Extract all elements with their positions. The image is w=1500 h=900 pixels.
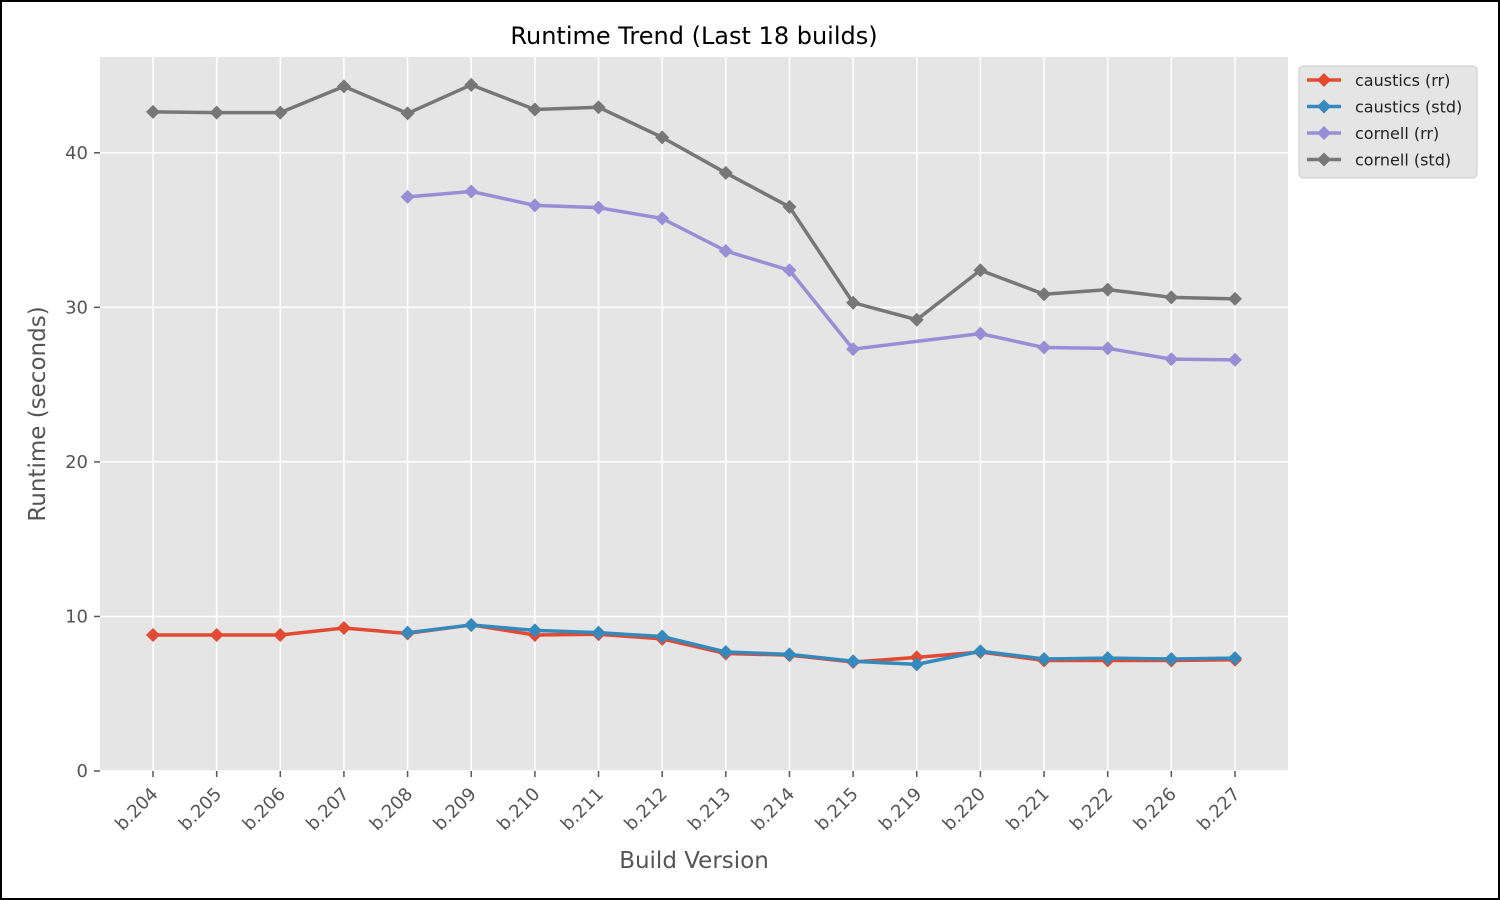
x-axis-label: Build Version: [619, 848, 769, 874]
x-tick-label: b.219: [875, 784, 926, 835]
data-point-cornell-std: [1037, 287, 1052, 302]
data-point-cornell-rr: [718, 243, 733, 258]
data-point-cornell-rr: [655, 211, 670, 226]
data-point-caustics-std: [400, 625, 415, 640]
legend-box: [1298, 65, 1478, 179]
series-line-cornell-std: [152, 83, 1236, 322]
data-point-cornell-std: [273, 105, 288, 120]
data-point-cornell-rr: [1164, 352, 1179, 367]
data-point-caustics-rr: [273, 628, 288, 642]
series-cornell-std: [146, 77, 1242, 327]
data-point-cornell-std: [400, 106, 415, 121]
data-point-cornell-rr: [973, 326, 988, 341]
x-tick-label: b.206: [239, 784, 290, 835]
y-tick-label: 20: [65, 452, 88, 473]
y-tick-label: 10: [65, 606, 88, 627]
data-point-cornell-std: [464, 77, 479, 92]
x-tick-label: b.204: [111, 784, 162, 835]
legend-marker: [1317, 126, 1331, 140]
data-point-caustics-std: [1100, 651, 1115, 666]
y-tick-label: 0: [77, 761, 88, 782]
data-point-cornell-std: [909, 312, 924, 327]
x-tick-label: b.214: [748, 784, 799, 835]
data-point-cornell-std: [209, 105, 224, 120]
data-point-cornell-std: [1100, 282, 1115, 297]
data-point-cornell-std: [655, 130, 670, 145]
legend-entry-cornell-std: cornell (std): [1307, 151, 1451, 170]
data-point-cornell-std: [973, 263, 988, 278]
data-point-caustics-std: [909, 657, 924, 672]
data-point-caustics-std: [527, 623, 542, 638]
legend-entry-caustics-std: caustics (std): [1307, 98, 1462, 117]
data-point-caustics-std: [718, 645, 733, 659]
x-tick-label: b.227: [1193, 784, 1244, 835]
x-tick-label: b.207: [302, 784, 353, 835]
data-point-cornell-rr: [846, 342, 861, 357]
legend-marker: [1317, 73, 1331, 87]
y-axis-label: Runtime (seconds): [25, 306, 51, 521]
legend-label: cornell (std): [1355, 151, 1451, 170]
x-tick-label: b.205: [175, 784, 226, 835]
data-point-caustics-std: [1164, 651, 1179, 666]
x-tick-label: b.221: [1002, 784, 1053, 835]
data-point-cornell-std: [527, 102, 542, 117]
data-point-caustics-std: [973, 644, 988, 659]
data-point-cornell-std: [1164, 290, 1179, 305]
data-point-cornell-rr: [782, 263, 797, 278]
x-tick-label: b.208: [366, 784, 417, 835]
data-point-cornell-std: [846, 295, 861, 310]
data-point-caustics-std: [464, 617, 479, 632]
x-tick-label: b.210: [493, 784, 544, 835]
data-point-cornell-rr: [591, 200, 606, 215]
x-tick-label: b.226: [1130, 784, 1181, 835]
plot-area: [100, 57, 1288, 771]
legend-entry-cornell-rr: cornell (rr): [1307, 124, 1439, 143]
series-cornell-rr: [400, 184, 1242, 367]
data-point-cornell-std: [146, 104, 160, 119]
legend-label: caustics (rr): [1355, 71, 1450, 90]
x-tick-label: b.212: [620, 784, 671, 835]
chart-title: Runtime Trend (Last 18 builds): [510, 22, 877, 50]
x-tick-label: b.215: [811, 784, 862, 835]
data-point-cornell-std: [1228, 291, 1242, 306]
data-point-caustics-std: [846, 654, 861, 669]
data-point-caustics-rr: [336, 621, 351, 636]
legend-label: caustics (std): [1355, 98, 1462, 117]
data-point-caustics-std: [591, 625, 606, 640]
x-tick-label: b.220: [939, 784, 990, 835]
data-point-cornell-rr: [527, 198, 542, 213]
x-tick-label: b.222: [1066, 784, 1117, 835]
data-point-cornell-std: [591, 100, 606, 115]
y-tick-label: 40: [65, 143, 88, 164]
legend: caustics (rr) caustics (std) cornell (rr) c…: [1298, 65, 1478, 179]
series-line-caustics-std: [407, 623, 1236, 667]
data-point-caustics-std: [1037, 651, 1052, 666]
data-point-caustics-std: [655, 629, 670, 644]
x-tick-label: b.209: [429, 784, 480, 835]
x-tick-label: b.213: [684, 784, 735, 835]
data-point-cornell-std: [782, 199, 797, 214]
legend-marker: [1317, 152, 1331, 167]
data-point-caustics-rr: [146, 628, 160, 642]
data-point-caustics-rr: [209, 628, 224, 642]
data-point-cornell-rr: [464, 184, 479, 199]
data-point-cornell-std: [718, 165, 733, 180]
legend-label: cornell (rr): [1355, 124, 1439, 143]
series-caustics-std: [400, 617, 1242, 672]
data-point-cornell-rr: [400, 189, 415, 204]
legend-entry-caustics-rr: caustics (rr): [1307, 71, 1450, 90]
data-point-cornell-rr: [1228, 352, 1242, 367]
data-point-caustics-std: [1228, 651, 1242, 666]
data-point-cornell-rr: [1037, 340, 1052, 355]
data-point-caustics-std: [782, 647, 797, 662]
legend-marker: [1317, 99, 1331, 114]
data-point-cornell-std: [336, 79, 351, 94]
y-tick-label: 30: [65, 297, 88, 318]
x-tick-label: b.211: [557, 784, 608, 835]
data-point-cornell-rr: [1100, 341, 1115, 356]
